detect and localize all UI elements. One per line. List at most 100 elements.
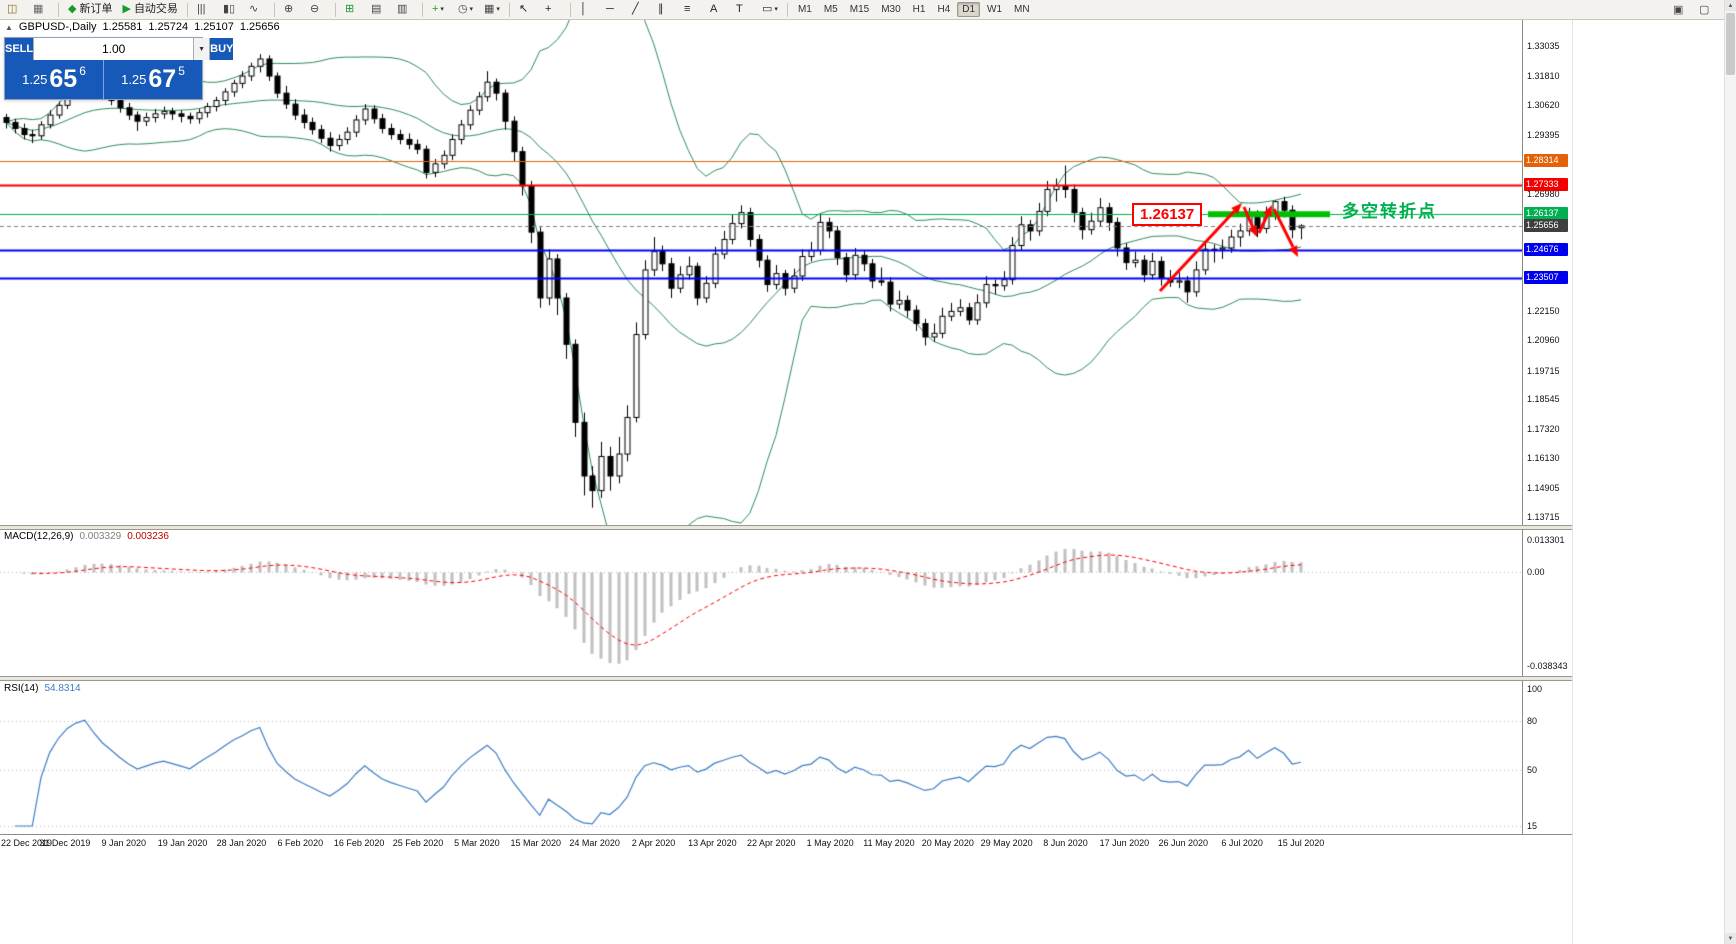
price-axis-label: 1.18545 bbox=[1527, 394, 1560, 405]
date-label: 28 Jan 2020 bbox=[216, 838, 267, 848]
date-label: 9 Jan 2020 bbox=[101, 838, 146, 848]
date-label: 29 May 2020 bbox=[980, 838, 1033, 848]
toolbar: ◫ ▦ ◆ 新订单 ▶ 自动交易 ||| ▮▯ ∿ ⊕ ⊖ ⊞ ▤ ▥ + ▾ ◷ ▾ ▦ ▾ ↖ + │ ─ ╱ ∥ ≡ A T ▭ ▾ M… bbox=[0, 0, 1736, 20]
scrollbar-up-icon[interactable]: ▲ bbox=[1725, 0, 1736, 11]
trendline-button[interactable]: ╱ bbox=[628, 1, 652, 19]
date-label: 11 May 2020 bbox=[863, 838, 915, 848]
macd-main-value: 0.003329 bbox=[79, 531, 122, 542]
rsi-axis-label: 80 bbox=[1527, 716, 1538, 727]
rsi-axis-label: 100 bbox=[1527, 684, 1543, 694]
cascade-windows-icon: ▤ bbox=[370, 3, 382, 15]
panel-separator[interactable] bbox=[0, 676, 1572, 681]
fibonacci-button[interactable]: ≡ bbox=[680, 1, 704, 19]
zoom-in-icon: ⊕ bbox=[283, 3, 294, 15]
scrollbar-down-icon[interactable]: ▼ bbox=[1725, 933, 1736, 944]
zoom-out-button[interactable]: ⊖ bbox=[306, 1, 330, 19]
periods-button[interactable]: ◷ ▾ bbox=[454, 1, 478, 19]
timeframe-button-m30[interactable]: M30 bbox=[881, 4, 901, 15]
auto-trading-button[interactable]: ▶ 自动交易 bbox=[118, 1, 181, 19]
price-axis-tag: 1.26137 bbox=[1524, 207, 1568, 221]
shapes-button[interactable]: ▭ ▾ bbox=[758, 1, 782, 19]
macd-signal-value: 0.003236 bbox=[127, 531, 169, 542]
sell-button[interactable]: SELL bbox=[5, 38, 34, 60]
horizontal-line-button[interactable]: ─ bbox=[602, 1, 626, 19]
toolbar-groups: ◫ ▦ ◆ 新订单 ▶ 自动交易 ||| ▮▯ ∿ ⊕ ⊖ ⊞ ▤ ▥ + ▾ ◷ ▾ ▦ ▾ ↖ + │ ─ ╱ ∥ ≡ A T ▭ ▾ M… bbox=[0, 0, 1036, 19]
date-label: 5 Mar 2020 bbox=[454, 838, 500, 848]
line-chart-icon: ∿ bbox=[248, 3, 259, 15]
toolbar-right-icons: ▣ ▢ bbox=[1668, 1, 1720, 19]
panel-separator[interactable] bbox=[0, 525, 1572, 530]
price-axis[interactable]: 0.013301 0.00 -0.038343 100 80 50 15 1.33035 1.3… bbox=[1523, 0, 1572, 852]
volume-input[interactable] bbox=[34, 38, 194, 60]
label-button[interactable]: T bbox=[732, 1, 756, 19]
profiles-icon: ▦ bbox=[33, 3, 44, 15]
cursor-button[interactable]: ↖ bbox=[515, 1, 539, 19]
new-order-button[interactable]: ◆ 新订单 bbox=[64, 1, 116, 19]
line-chart-button[interactable]: ∿ bbox=[245, 1, 269, 19]
timeframe-button-w1[interactable]: W1 bbox=[987, 4, 1003, 15]
timeframe-button-h1[interactable]: H1 bbox=[912, 4, 926, 15]
templates-icon: ▦ bbox=[483, 3, 495, 15]
trendline-icon: ╱ bbox=[631, 3, 639, 15]
date-label: 20 May 2020 bbox=[921, 838, 974, 848]
annotation-note-text[interactable]: 多空转折点 bbox=[1342, 202, 1437, 221]
price-axis-tag: 1.25656 bbox=[1524, 218, 1568, 232]
tile-windows-icon: ⊞ bbox=[344, 3, 355, 15]
zoom-in-button[interactable]: ⊕ bbox=[280, 1, 304, 19]
price-chart[interactable] bbox=[0, 19, 1522, 525]
date-label: 8 Jun 2020 bbox=[1043, 838, 1088, 848]
scrollbar-thumb[interactable] bbox=[1726, 13, 1735, 75]
sell-price-prefix: 1.25 bbox=[22, 72, 48, 87]
sell-price[interactable]: 1.25 65 6 bbox=[5, 60, 104, 99]
price-axis-label: 1.20960 bbox=[1527, 335, 1560, 346]
timeframe-button-h4[interactable]: H4 bbox=[937, 4, 951, 15]
profiles-button[interactable]: ▦ bbox=[29, 1, 53, 19]
candlestick-chart-button[interactable]: ▮▯ bbox=[219, 1, 243, 19]
vertical-line-button[interactable]: │ bbox=[576, 1, 600, 19]
text-icon: A bbox=[709, 3, 718, 15]
auto-scroll-button[interactable]: ▢ bbox=[1699, 3, 1710, 16]
rsi-panel[interactable] bbox=[0, 681, 1522, 834]
date-label: 6 Jul 2020 bbox=[1221, 838, 1263, 848]
rsi-label: RSI(14) bbox=[4, 683, 39, 694]
date-label: 2 Apr 2020 bbox=[631, 838, 676, 848]
one-click-collapse-button[interactable]: ▲ bbox=[5, 22, 13, 32]
indicators-button[interactable]: + ▾ bbox=[428, 1, 452, 19]
bar-chart-button[interactable]: ||| bbox=[193, 1, 217, 19]
buy-button[interactable]: BUY bbox=[210, 38, 234, 60]
macd-panel[interactable] bbox=[0, 530, 1522, 676]
time-axis[interactable]: 22 Dec 2019 31 Dec 2019 9 Jan 2020 19 Jan 2… bbox=[0, 834, 1572, 853]
toolbar-button-label: 自动交易 bbox=[133, 3, 178, 15]
dropdown-arrow-icon: ▾ bbox=[496, 6, 500, 13]
timeframe-button-mn[interactable]: MN bbox=[1014, 4, 1030, 15]
price-axis-tag: 1.24676 bbox=[1524, 242, 1568, 256]
macd-label: MACD(12,26,9) bbox=[4, 531, 74, 542]
templates-button[interactable]: ▦ ▾ bbox=[480, 1, 504, 19]
tile-windows-button[interactable]: ⊞ bbox=[341, 1, 365, 19]
buy-price[interactable]: 1.25 67 5 bbox=[104, 60, 202, 99]
text-button[interactable]: A bbox=[706, 1, 730, 19]
price-axis-label: 1.17320 bbox=[1527, 424, 1560, 435]
timeframe-button-m15[interactable]: M15 bbox=[849, 4, 870, 15]
ohlc-close: 1.25656 bbox=[239, 21, 280, 33]
date-label: 13 Apr 2020 bbox=[688, 838, 737, 848]
ohlc-high: 1.25724 bbox=[148, 21, 189, 33]
indicators-icon: + bbox=[431, 3, 439, 15]
timeframe-button-m1[interactable]: M1 bbox=[797, 4, 812, 15]
new-chart-button[interactable]: ◫ bbox=[3, 1, 27, 19]
arrange-windows-button[interactable]: ▥ bbox=[393, 1, 417, 19]
rsi-axis-label: 15 bbox=[1527, 821, 1538, 831]
price-axis-label: 1.19715 bbox=[1527, 365, 1560, 376]
cascade-windows-button[interactable]: ▤ bbox=[367, 1, 391, 19]
axis-divider bbox=[1522, 19, 1523, 834]
fibonacci-icon: ≡ bbox=[683, 3, 691, 15]
vertical-scrollbar[interactable]: ▲ ▼ bbox=[1724, 0, 1736, 944]
channel-button[interactable]: ∥ bbox=[654, 1, 678, 19]
chart-shift-button[interactable]: ▣ bbox=[1673, 3, 1684, 16]
timeframe-button-d1[interactable]: D1 bbox=[957, 2, 981, 17]
crosshair-button[interactable]: + bbox=[541, 1, 565, 19]
timeframe-button-m5[interactable]: M5 bbox=[823, 4, 838, 15]
date-label: 1 May 2020 bbox=[806, 838, 854, 848]
volume-dropdown-button[interactable]: ▼ bbox=[193, 38, 210, 60]
annotation-price-label[interactable]: 1.26137 bbox=[1132, 203, 1203, 226]
